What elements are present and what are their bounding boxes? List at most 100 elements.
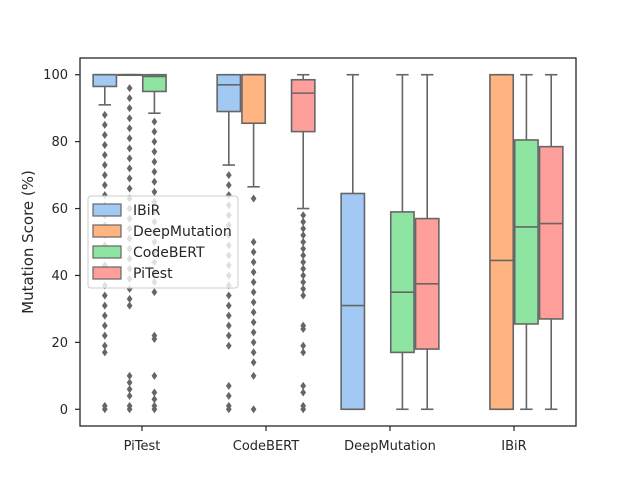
outlier-point xyxy=(151,117,158,126)
outlier-point xyxy=(250,278,257,287)
outlier-point xyxy=(126,405,133,414)
outlier-point xyxy=(300,324,307,333)
outlier-point xyxy=(101,301,108,310)
y-tick-label: 80 xyxy=(51,135,68,150)
outlier-point xyxy=(300,341,307,350)
outlier-point xyxy=(300,284,307,293)
outlier-point xyxy=(101,120,108,129)
outlier-point xyxy=(300,211,307,220)
outlier-point xyxy=(250,318,257,327)
outlier-point xyxy=(151,157,158,166)
outlier-point xyxy=(101,151,108,160)
outlier-point xyxy=(101,140,108,149)
outlier-point xyxy=(101,348,108,357)
y-axis-label: Mutation Score (%) xyxy=(19,170,37,314)
outlier-point xyxy=(300,405,307,414)
outlier-point xyxy=(225,341,232,350)
y-tick-label: 40 xyxy=(51,269,68,284)
outlier-point xyxy=(300,271,307,280)
outlier-point xyxy=(225,391,232,400)
outlier-point xyxy=(126,184,133,193)
iqr-box xyxy=(340,192,366,411)
outlier-point xyxy=(300,381,307,390)
outlier-point xyxy=(300,291,307,300)
outlier-point xyxy=(300,217,307,226)
outlier-point xyxy=(126,391,133,400)
outlier-point xyxy=(151,127,158,136)
outlier-point xyxy=(250,238,257,246)
outlier-point xyxy=(250,248,257,257)
outlier-point xyxy=(101,405,108,414)
outlier-point xyxy=(126,84,133,93)
outlier-point xyxy=(250,371,257,380)
iqr-box xyxy=(141,73,167,93)
box-deepmutation-ibir xyxy=(489,73,515,411)
outlier-point xyxy=(101,331,108,340)
y-tick-label: 0 xyxy=(60,403,68,418)
iqr-box xyxy=(513,139,539,325)
outlier-point xyxy=(126,174,133,183)
outlier-point xyxy=(300,251,307,260)
legend-label: IBiR xyxy=(133,203,161,219)
outlier-point xyxy=(101,161,108,170)
outlier-point xyxy=(250,338,257,347)
outlier-point xyxy=(250,308,257,317)
box-pitest-deepmutation xyxy=(414,73,440,411)
outlier-point xyxy=(126,294,133,303)
x-tick-label: CodeBERT xyxy=(233,439,300,454)
outlier-point xyxy=(250,268,257,277)
outlier-point xyxy=(250,298,257,307)
legend: IBiR DeepMutation CodeBERT PiTest xyxy=(87,195,239,289)
legend-swatch xyxy=(92,245,122,259)
outlier-point xyxy=(126,104,133,113)
outlier-point xyxy=(126,378,133,387)
outlier-point xyxy=(151,335,158,344)
outlier-point xyxy=(225,301,232,310)
outlier-point xyxy=(300,238,307,246)
y-tick-label: 100 xyxy=(43,68,68,83)
legend-label: CodeBERT xyxy=(133,245,205,261)
box-codebert-deepmutation xyxy=(389,73,415,411)
outlier-point xyxy=(225,181,232,190)
box-pitest-codebert xyxy=(290,73,316,414)
outlier-point xyxy=(151,395,158,404)
plot-frame xyxy=(79,57,577,427)
x-tick-label: IBiR xyxy=(501,439,526,454)
outlier-point xyxy=(101,130,108,139)
outlier-point xyxy=(250,194,257,203)
box-ibir-deepmutation xyxy=(340,73,366,411)
outlier-point xyxy=(101,291,108,300)
outlier-point xyxy=(250,405,257,414)
outlier-point xyxy=(126,371,133,380)
outlier-point xyxy=(151,167,158,176)
outlier-point xyxy=(300,278,307,287)
outlier-point xyxy=(225,331,232,340)
outlier-point xyxy=(101,341,108,350)
iqr-box xyxy=(389,211,415,354)
outlier-point xyxy=(250,288,257,297)
outlier-point xyxy=(225,381,232,390)
outlier-point xyxy=(151,187,158,196)
outlier-point xyxy=(225,171,232,180)
outlier-point xyxy=(126,124,133,133)
legend-frame xyxy=(87,195,239,289)
x-axis-ticks: PiTest CodeBERT DeepMutation IBiR xyxy=(124,426,527,454)
box-pitest-ibir xyxy=(538,73,564,411)
outlier-point xyxy=(151,405,158,414)
outlier-point xyxy=(300,231,307,240)
outlier-point xyxy=(225,311,232,320)
box-codebert-ibir xyxy=(513,73,539,411)
x-tick-label: DeepMutation xyxy=(344,439,436,454)
x-tick-label: PiTest xyxy=(124,439,161,454)
outlier-point xyxy=(126,385,133,394)
outlier-point xyxy=(250,348,257,357)
outlier-point xyxy=(126,144,133,153)
outlier-point xyxy=(126,154,133,163)
box-deepmutation-codebert xyxy=(241,73,267,414)
outlier-point xyxy=(300,348,307,357)
outlier-point xyxy=(151,388,158,397)
outlier-point xyxy=(225,321,232,330)
outlier-point xyxy=(101,181,108,190)
outlier-point xyxy=(250,358,257,367)
